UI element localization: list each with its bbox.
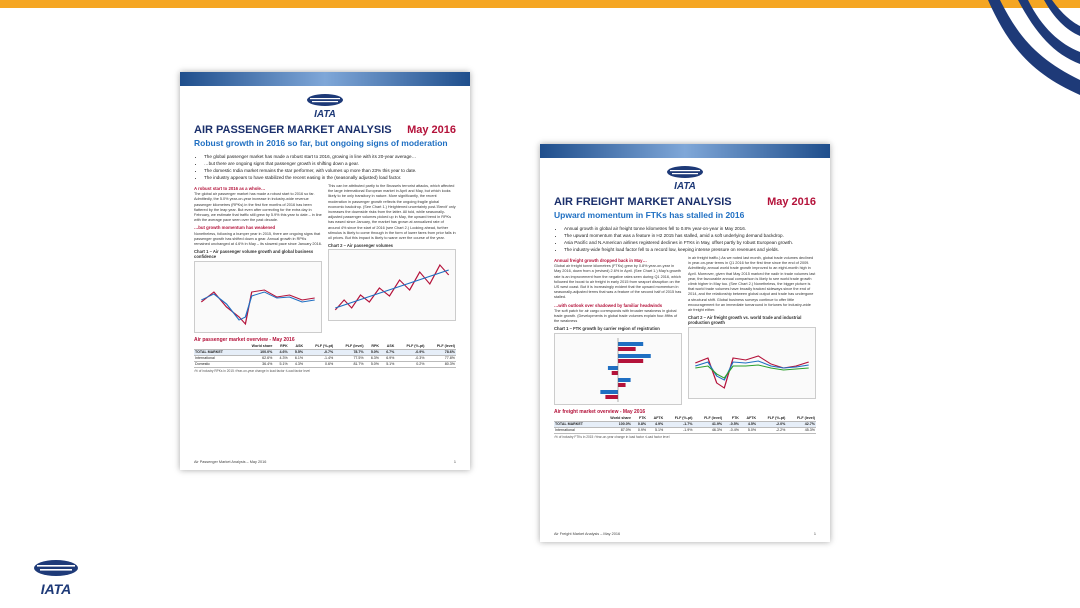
chart-thumbnail [688, 326, 816, 399]
key-point: The upward momentum that was a feature i… [564, 232, 816, 239]
freight-report-thumbnail: IATA AIR FREIGHT MARKET ANALYSIS May 201… [540, 144, 830, 542]
chart-thumbnail [328, 249, 456, 322]
body-text: The soft patch for air cargo corresponds… [554, 308, 678, 324]
report-subtitle: Upward momentum in FTKs has stalled in 2… [554, 210, 745, 220]
report-footer: Air Passenger Market Analysis – May 2016… [194, 460, 456, 464]
key-points: Annual growth in global air freight tonn… [540, 225, 830, 253]
key-point: Annual growth in global air freight tonn… [564, 225, 816, 232]
right-column: This can be attributed partly to the Bru… [328, 184, 456, 333]
chart-thumbnail [194, 260, 322, 333]
key-point: The domestic India market remains the st… [204, 167, 456, 174]
iata-logo-icon: IATA [307, 94, 343, 120]
report-date: May 2016 [767, 196, 816, 208]
key-point: The industry appears to have stabilized … [204, 174, 456, 181]
passenger-report-thumbnail: IATA AIR PASSENGER MARKET ANALYSIS May 2… [180, 72, 470, 470]
svg-text:IATA: IATA [314, 109, 336, 120]
section-heading: Annual freight growth dropped back in Ma… [554, 258, 647, 263]
key-points: The global passenger market has made a r… [180, 153, 470, 181]
report-header-band [540, 144, 830, 158]
svg-text:IATA: IATA [41, 581, 72, 597]
key-point: …but there are ongoing signs that passen… [204, 160, 456, 167]
top-accent-bar [0, 0, 1080, 8]
page-number: 1 [813, 532, 816, 536]
right-column: in air freight traffic.) As we noted las… [688, 256, 816, 405]
section-heading: …with outlook over shadowed by familiar … [554, 302, 663, 308]
table-row: International 87.0% 0.9% 5.1% -1.9% 46.3% -0.4… [554, 427, 816, 434]
body-text: This can be attributed partly to the Bru… [328, 184, 456, 241]
table-row: TOTAL MARKET 100.0% 0.8% 4.9% -1.7% 41.9% -0.5… [554, 421, 816, 428]
report-date: May 2016 [407, 124, 456, 136]
overview-title: Air passenger market overview - May 2016 [194, 336, 295, 343]
body-text: Global air freight tonne kilometres (FTK… [554, 264, 682, 300]
left-column: Annual freight growth dropped back in Ma… [554, 256, 682, 405]
page-number: 1 [453, 460, 456, 464]
section-heading: …but growth momentum has weakened [194, 225, 276, 231]
report-title: AIR PASSENGER MARKET ANALYSIS [194, 124, 392, 136]
overview-table: World share FTK AFTK FLF (%-pt) FLF (level) F… [554, 415, 816, 434]
report-footer: Air Freight Market Analysis – May 2016 1 [554, 532, 816, 536]
chart-title: Chart 2 – Air freight growth vs. world t… [688, 315, 802, 326]
body-text: Nonetheless, following a bumper year in … [194, 231, 322, 247]
key-point: The global passenger market has made a r… [204, 153, 456, 160]
section-heading: A robust start to 2016 as a whole… [194, 186, 266, 191]
table-row: Domestic 36.4% 5.1% 4.3% 0.6% 81.7% 5.0% 5.1% 0.… [194, 361, 456, 368]
table-row: TOTAL MARKET 100.0% 4.6% 5.5% -0.7% 78.7% 5.0%… [194, 349, 456, 356]
report-subtitle: Robust growth in 2016 so far, but ongoin… [194, 138, 448, 148]
table-row: International 62.6% 4.3% 6.1% -1.4% 77.5% 6.3%… [194, 355, 456, 362]
overview-table: World share RPK ASK PLF (%-pt) PLF (level) RP… [194, 343, 456, 368]
svg-text:IATA: IATA [674, 181, 696, 192]
key-point: The industry-wide freight load factor fe… [564, 246, 816, 253]
key-point: Asia Pacific and N.American airlines reg… [564, 239, 816, 246]
report-header-band [180, 72, 470, 86]
report-title: AIR FREIGHT MARKET ANALYSIS [554, 196, 732, 208]
footer-label: Air Freight Market Analysis – May 2016 [554, 532, 621, 536]
footnote: ¹% of industry FTKs in 2015 ²Year-on-yea… [554, 434, 670, 439]
iata-logo-icon: IATA [34, 560, 78, 597]
iata-logo-icon: IATA [667, 166, 703, 192]
body-text: in air freight traffic.) As we noted las… [688, 256, 816, 313]
chart-title: Chart 2 – Air passenger volumes [328, 243, 394, 249]
left-column: A robust start to 2016 as a whole… The g… [194, 184, 322, 333]
chart-thumbnail [554, 332, 682, 405]
body-text: The global air passenger market has made… [194, 192, 322, 223]
footer-label: Air Passenger Market Analysis – May 2016 [194, 460, 267, 464]
overview-title: Air freight market overview - May 2016 [554, 408, 646, 415]
footnote: ¹% of industry RPKs in 2015 ²Year-on-yea… [194, 368, 310, 373]
chart-title: Chart 1 – Air passenger volume growth an… [194, 249, 314, 260]
chart-title: Chart 1 – FTK growth by carrier region o… [554, 326, 660, 332]
decorative-stripes [988, 0, 1080, 95]
